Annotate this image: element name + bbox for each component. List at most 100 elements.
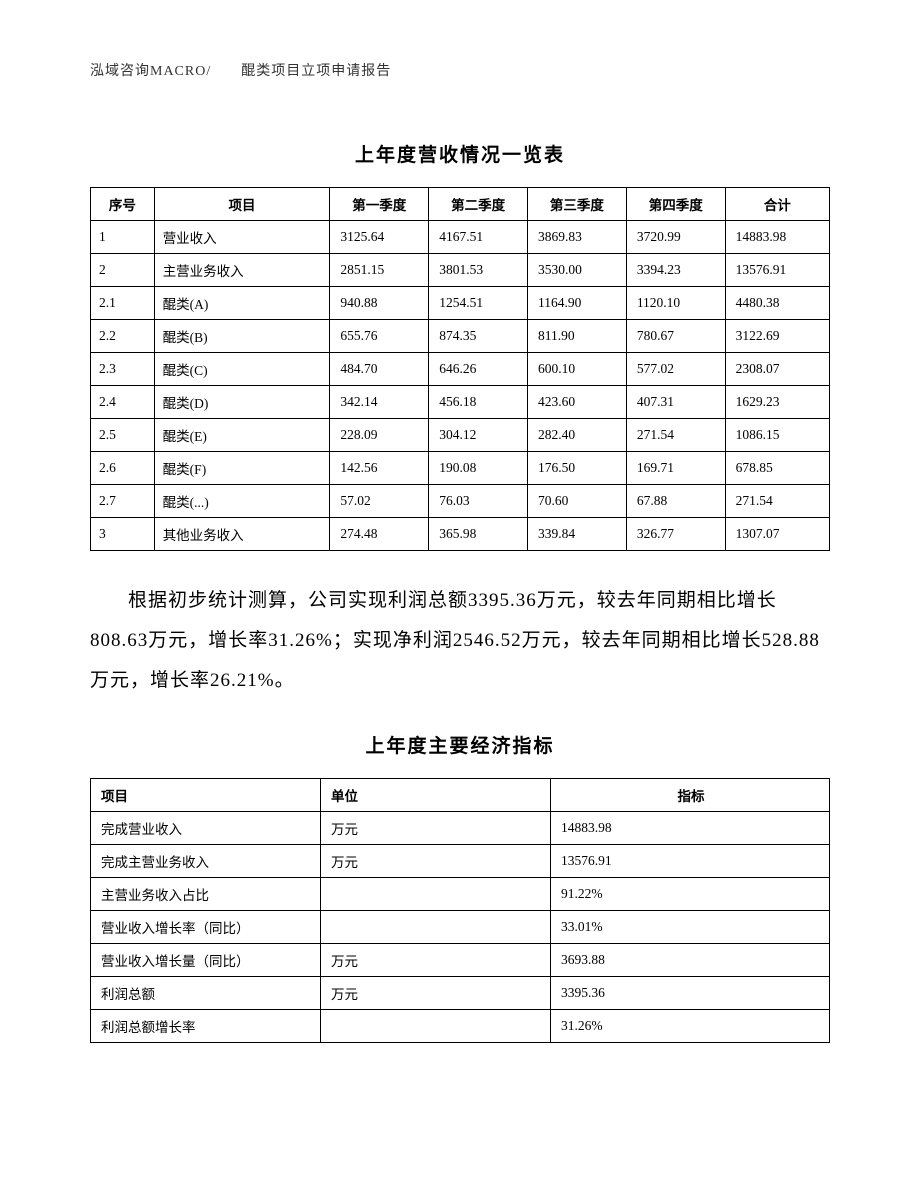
revenue-table: 序号 项目 第一季度 第二季度 第三季度 第四季度 合计 1营业收入3125.6… — [90, 187, 830, 551]
table-row: 利润总额增长率 31.26% — [91, 1009, 830, 1042]
table-cell-q4: 3720.99 — [626, 221, 725, 254]
table-cell-q4: 780.67 — [626, 320, 725, 353]
table-cell-unit — [321, 910, 551, 943]
metrics-table-title: 上年度主要经济指标 — [90, 731, 830, 758]
table-cell-q4: 577.02 — [626, 353, 725, 386]
table-row: 2.7醌类(...)57.0276.0370.6067.88271.54 — [91, 485, 830, 518]
table-cell-q1: 2851.15 — [330, 254, 429, 287]
table-cell-q4: 67.88 — [626, 485, 725, 518]
table-header-row: 项目 单位 指标 — [91, 778, 830, 811]
table-cell-value: 13576.91 — [551, 844, 830, 877]
table-cell-item: 醌类(D) — [154, 386, 330, 419]
col-header-q2: 第二季度 — [429, 188, 528, 221]
table-cell-unit — [321, 877, 551, 910]
table-cell-item: 醌类(A) — [154, 287, 330, 320]
table-cell-q2: 76.03 — [429, 485, 528, 518]
table-cell-q1: 655.76 — [330, 320, 429, 353]
col-header-item: 项目 — [91, 778, 321, 811]
table-cell-value: 31.26% — [551, 1009, 830, 1042]
col-header-unit: 单位 — [321, 778, 551, 811]
table-cell-q2: 646.26 — [429, 353, 528, 386]
table-cell-unit: 万元 — [321, 976, 551, 1009]
table-cell-q2: 874.35 — [429, 320, 528, 353]
table-cell-total: 678.85 — [725, 452, 829, 485]
table-row: 完成营业收入万元14883.98 — [91, 811, 830, 844]
table-cell-item: 主营业务收入占比 — [91, 877, 321, 910]
table-cell-seq: 2.2 — [91, 320, 155, 353]
table-cell-total: 271.54 — [725, 485, 829, 518]
table-cell-seq: 2 — [91, 254, 155, 287]
table-cell-item: 完成营业收入 — [91, 811, 321, 844]
table-cell-q3: 176.50 — [528, 452, 627, 485]
table-cell-value: 14883.98 — [551, 811, 830, 844]
col-header-total: 合计 — [725, 188, 829, 221]
table-cell-total: 1086.15 — [725, 419, 829, 452]
col-header-q1: 第一季度 — [330, 188, 429, 221]
col-header-q3: 第三季度 — [528, 188, 627, 221]
table-cell-value: 33.01% — [551, 910, 830, 943]
table-cell-item: 醌类(...) — [154, 485, 330, 518]
table-cell-q2: 304.12 — [429, 419, 528, 452]
table-cell-total: 3122.69 — [725, 320, 829, 353]
table-cell-q3: 70.60 — [528, 485, 627, 518]
table-row: 营业收入增长量（同比）万元3693.88 — [91, 943, 830, 976]
table-header-row: 序号 项目 第一季度 第二季度 第三季度 第四季度 合计 — [91, 188, 830, 221]
table-cell-seq: 2.6 — [91, 452, 155, 485]
table-cell-seq: 1 — [91, 221, 155, 254]
table-cell-seq: 2.1 — [91, 287, 155, 320]
col-header-item: 项目 — [154, 188, 330, 221]
table-cell-item: 醌类(F) — [154, 452, 330, 485]
table-cell-q3: 3530.00 — [528, 254, 627, 287]
table-cell-q1: 228.09 — [330, 419, 429, 452]
table-cell-q3: 3869.83 — [528, 221, 627, 254]
table-cell-q3: 600.10 — [528, 353, 627, 386]
col-header-q4: 第四季度 — [626, 188, 725, 221]
table-cell-q3: 1164.90 — [528, 287, 627, 320]
col-header-seq: 序号 — [91, 188, 155, 221]
table-cell-unit — [321, 1009, 551, 1042]
table-cell-q1: 342.14 — [330, 386, 429, 419]
table-cell-seq: 2.3 — [91, 353, 155, 386]
analysis-paragraph: 根据初步统计测算，公司实现利润总额3395.36万元，较去年同期相比增长808.… — [90, 581, 830, 701]
page-header: 泓域咨询MACRO/ 醌类项目立项申请报告 — [90, 60, 830, 80]
table-cell-q1: 274.48 — [330, 518, 429, 551]
table-cell-value: 3693.88 — [551, 943, 830, 976]
table-cell-seq: 2.5 — [91, 419, 155, 452]
table-row: 利润总额万元3395.36 — [91, 976, 830, 1009]
table-cell-q1: 3125.64 — [330, 221, 429, 254]
table-row: 3其他业务收入274.48365.98339.84326.771307.07 — [91, 518, 830, 551]
table-cell-item: 醌类(B) — [154, 320, 330, 353]
table-cell-q2: 456.18 — [429, 386, 528, 419]
table-cell-q3: 282.40 — [528, 419, 627, 452]
table-cell-q4: 3394.23 — [626, 254, 725, 287]
table-cell-unit: 万元 — [321, 844, 551, 877]
table-cell-q4: 326.77 — [626, 518, 725, 551]
table-cell-q1: 940.88 — [330, 287, 429, 320]
table-row: 2主营业务收入2851.153801.533530.003394.2313576… — [91, 254, 830, 287]
table-cell-item: 主营业务收入 — [154, 254, 330, 287]
table-cell-item: 其他业务收入 — [154, 518, 330, 551]
table-cell-item: 完成主营业务收入 — [91, 844, 321, 877]
table-cell-total: 2308.07 — [725, 353, 829, 386]
table-cell-unit: 万元 — [321, 943, 551, 976]
table-cell-q2: 190.08 — [429, 452, 528, 485]
table-cell-value: 91.22% — [551, 877, 830, 910]
metrics-table: 项目 单位 指标 完成营业收入万元14883.98完成主营业务收入万元13576… — [90, 778, 830, 1043]
table-cell-value: 3395.36 — [551, 976, 830, 1009]
table-row: 1营业收入3125.644167.513869.833720.9914883.9… — [91, 221, 830, 254]
col-header-value: 指标 — [551, 778, 830, 811]
table-cell-item: 利润总额增长率 — [91, 1009, 321, 1042]
table-cell-q2: 4167.51 — [429, 221, 528, 254]
table-cell-total: 13576.91 — [725, 254, 829, 287]
table-cell-q1: 57.02 — [330, 485, 429, 518]
table-cell-q2: 1254.51 — [429, 287, 528, 320]
table-cell-q4: 271.54 — [626, 419, 725, 452]
table-cell-item: 醌类(C) — [154, 353, 330, 386]
table-row: 2.1醌类(A)940.881254.511164.901120.104480.… — [91, 287, 830, 320]
table-cell-q4: 169.71 — [626, 452, 725, 485]
table-cell-item: 醌类(E) — [154, 419, 330, 452]
table-cell-q3: 811.90 — [528, 320, 627, 353]
table-cell-item: 营业收入增长率（同比） — [91, 910, 321, 943]
table-row: 完成主营业务收入万元13576.91 — [91, 844, 830, 877]
table-cell-item: 营业收入增长量（同比） — [91, 943, 321, 976]
